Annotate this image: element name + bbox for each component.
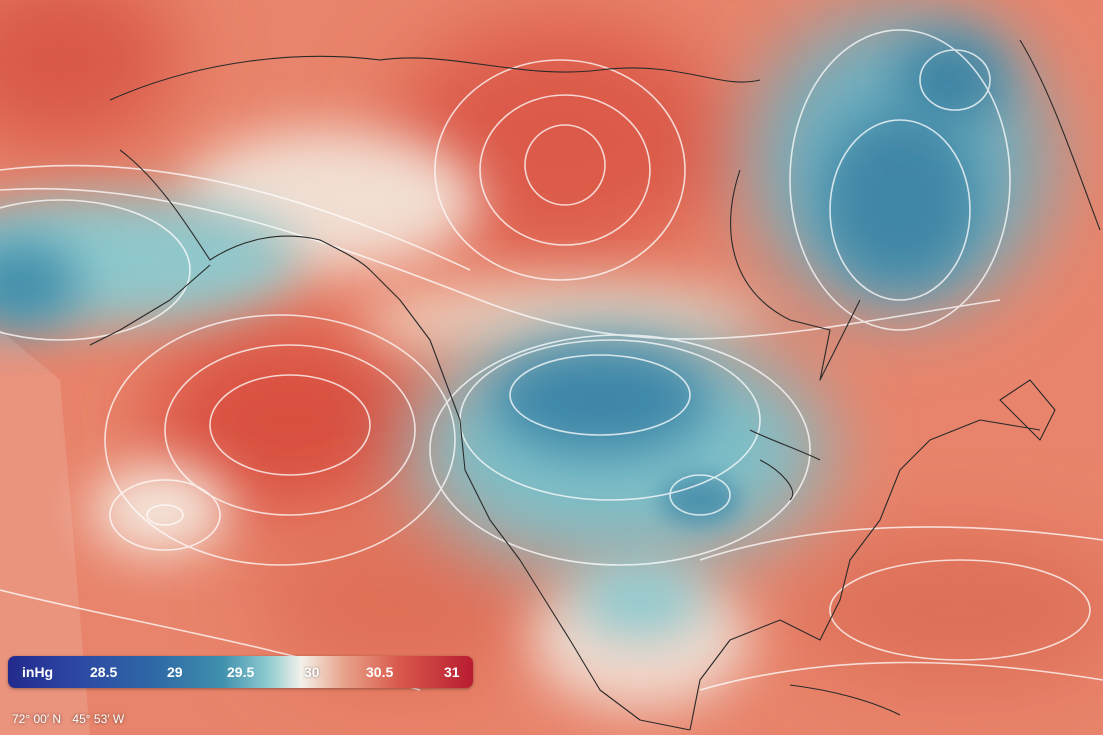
west-coast-outline xyxy=(369,269,691,731)
legend-tick: 30.5 xyxy=(366,664,394,680)
latitude-readout: 72° 00′ N xyxy=(12,712,62,726)
legend-tick: 31 xyxy=(444,664,460,680)
gulf-coast-outline xyxy=(689,419,1041,731)
coastlines xyxy=(89,39,1101,731)
newfoundland-outline xyxy=(999,379,1056,441)
hudson-bay-outline xyxy=(730,169,861,381)
greenland-outline xyxy=(1019,39,1101,231)
alaska-outline xyxy=(119,149,371,271)
arctic-coast-outline xyxy=(109,55,761,101)
pressure-shading xyxy=(0,0,1103,710)
legend-tick: 29 xyxy=(167,664,183,680)
longitude-readout: 45° 53′ W xyxy=(72,712,125,726)
pressure-legend: inHg 28.5 29 29.5 30 30.5 31 xyxy=(8,656,473,688)
aleutians-outline xyxy=(89,264,211,346)
cuba-outline xyxy=(789,684,901,716)
legend-tick: 30 xyxy=(304,664,320,680)
legend-tick: 29.5 xyxy=(227,664,255,680)
night-shade xyxy=(0,330,90,735)
isobars xyxy=(0,29,1103,691)
cursor-coordinates: 72° 00′ N 45° 53′ W xyxy=(12,712,132,726)
legend-unit: inHg xyxy=(22,664,54,680)
legend-tick: 28.5 xyxy=(90,664,118,680)
great-lakes-outline xyxy=(749,429,821,501)
